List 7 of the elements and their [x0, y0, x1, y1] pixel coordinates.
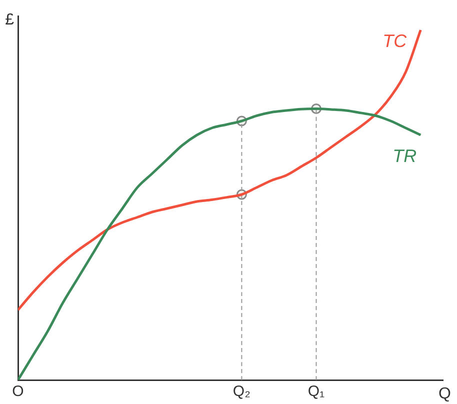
series-label: TC [382, 31, 408, 51]
x-tick-label: Q₁ [308, 383, 325, 400]
x-axis-title: Q [438, 385, 451, 402]
x-tick-label: Q₂ [232, 383, 251, 400]
y-axis-title: £ [5, 11, 14, 28]
x-tick-label: O [12, 383, 24, 400]
series-label: TR [392, 146, 417, 166]
